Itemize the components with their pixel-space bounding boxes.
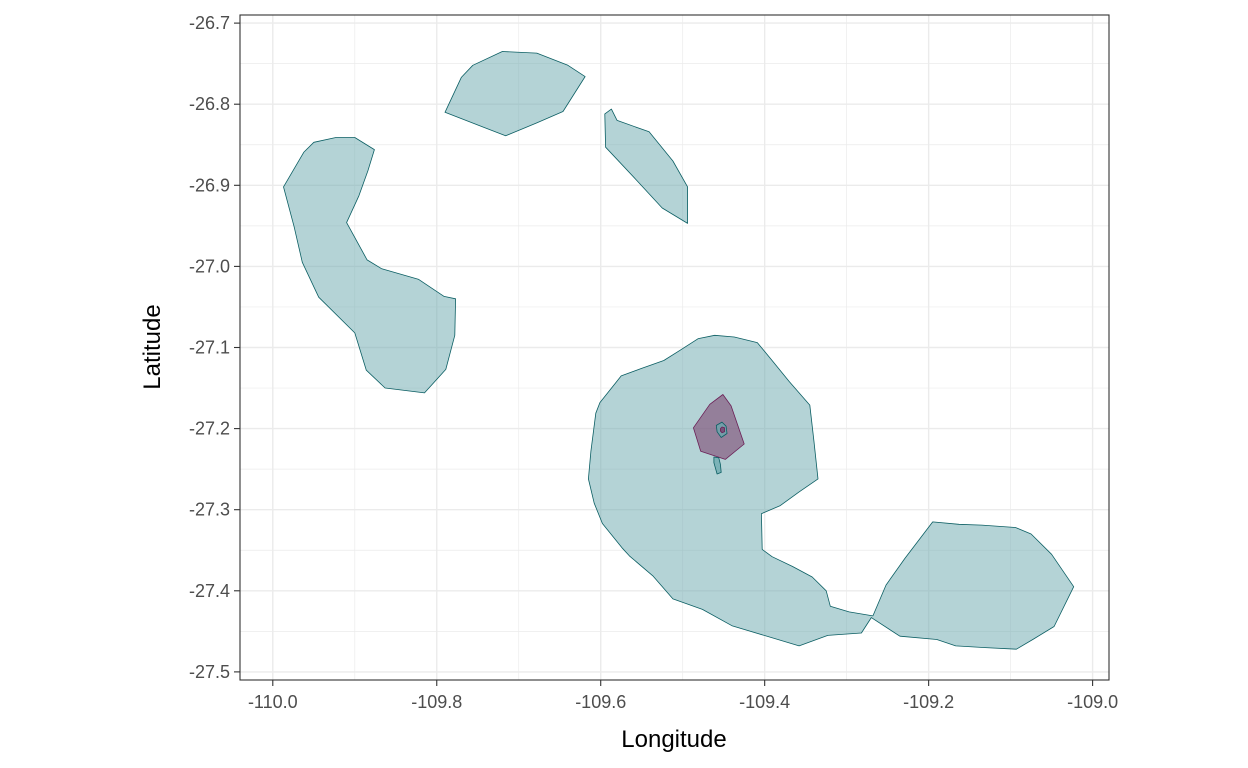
x-axis: -110.0 -109.8 -109.6 -109.4 -109.2 -109.0 (248, 680, 1118, 712)
y-axis: -26.7 -26.8 -26.9 -27.0 -27.1 -27.2 -27.3 -27.4… (189, 13, 240, 682)
x-tick-label: -109.8 (411, 692, 462, 712)
y-tick-label: -27.2 (189, 419, 230, 439)
x-tick-label: -109.2 (903, 692, 954, 712)
y-tick-label: -26.7 (189, 13, 230, 33)
x-tick-label: -109.4 (739, 692, 790, 712)
y-tick-label: -26.8 (189, 94, 230, 114)
density-region-low (444, 51, 586, 137)
density-region-low (604, 108, 688, 224)
y-axis-title: Latitude (139, 304, 166, 389)
density-region-low (283, 137, 457, 394)
x-tick-label: -109.0 (1067, 692, 1118, 712)
x-tick-label: -110.0 (248, 692, 298, 712)
y-tick-label: -27.3 (189, 500, 230, 520)
y-tick-label: -27.0 (189, 256, 230, 276)
y-tick-label: -27.4 (189, 581, 230, 601)
density-region-peak (720, 426, 725, 434)
y-tick-label: -27.1 (189, 338, 230, 358)
density-regions (283, 51, 1075, 650)
y-tick-label: -26.9 (189, 175, 230, 195)
x-tick-label: -109.6 (575, 692, 626, 712)
x-axis-title: Longitude (621, 726, 726, 753)
y-tick-label: -27.5 (189, 662, 230, 682)
density-region-inner (713, 456, 722, 475)
